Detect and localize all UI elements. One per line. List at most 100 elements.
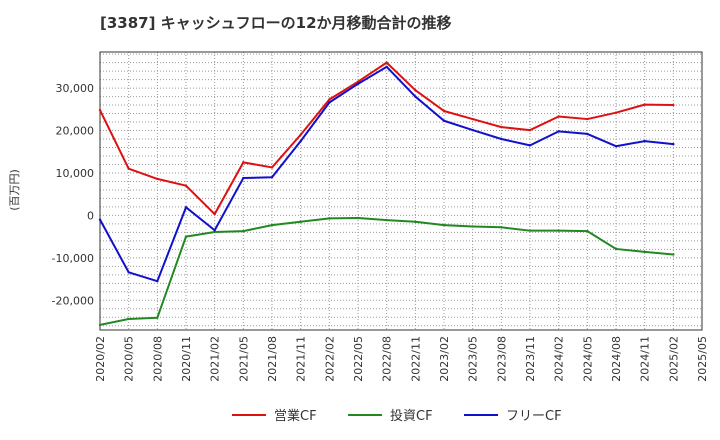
x-tick-label: 2021/08: [266, 336, 279, 382]
series-line: [99, 65, 674, 283]
data-point: [328, 98, 331, 101]
y-tick-label: 10,000: [56, 167, 95, 180]
y-tick-label: 20,000: [56, 125, 95, 138]
data-point: [442, 109, 446, 113]
data-point: [385, 218, 388, 222]
data-point: [213, 212, 216, 216]
x-tick-label: 2020/11: [180, 336, 193, 382]
data-point: [586, 132, 589, 136]
data-point: [500, 125, 503, 129]
grid-lines: [99, 52, 703, 330]
x-tick-label: 2023/05: [467, 336, 480, 382]
x-tick-label: 2024/02: [553, 336, 566, 382]
x-tick-label: 2021/11: [295, 336, 308, 382]
data-point: [586, 229, 589, 233]
data-point: [614, 111, 618, 114]
data-point: [414, 88, 417, 92]
data-point: [356, 80, 360, 83]
data-point: [184, 184, 188, 187]
data-point: [328, 217, 331, 220]
data-point: [528, 144, 532, 147]
x-tick-label: 2024/11: [639, 336, 652, 382]
data-point: [614, 145, 618, 148]
data-point: [672, 142, 675, 146]
data-point: [299, 220, 302, 223]
x-tick-label: 2023/11: [524, 336, 537, 382]
data-point: [414, 95, 417, 98]
data-point: [127, 167, 130, 170]
data-point: [643, 250, 646, 254]
data-point: [299, 139, 302, 143]
data-point: [528, 229, 532, 232]
data-point: [98, 108, 102, 112]
x-tick-label: 2020/08: [151, 336, 164, 382]
data-point: [500, 137, 503, 141]
data-point: [270, 223, 274, 227]
data-point: [356, 82, 360, 86]
data-point: [586, 117, 589, 121]
data-point: [213, 229, 216, 232]
y-axis-label: (百万円): [8, 169, 21, 211]
x-tick-label: 2022/05: [352, 336, 365, 382]
data-point: [442, 119, 446, 122]
data-point: [414, 220, 417, 223]
series-lines: [98, 61, 675, 327]
y-axis-ticks: -20,000 -10,000 0 10,000 20,000 30,000: [52, 82, 94, 307]
y-tick-label: -10,000: [52, 252, 94, 265]
data-point: [672, 253, 675, 256]
data-point: [184, 206, 188, 209]
plot-frame: [99, 51, 703, 331]
data-point: [213, 230, 216, 234]
y-tick-label: -20,000: [52, 294, 94, 307]
y-tick-label: 30,000: [56, 82, 95, 95]
x-tick-label: 2025/02: [667, 336, 680, 382]
legend-label: 営業CF: [274, 408, 317, 424]
x-tick-label: 2023/08: [495, 336, 508, 382]
data-point: [471, 128, 474, 132]
plot-border: [99, 51, 703, 331]
x-axis-ticks: 2020/02 2020/05 2020/08 2020/11 2021/02 2021/…: [94, 336, 709, 382]
x-tick-label: 2021/02: [209, 336, 222, 382]
data-point: [156, 316, 159, 319]
data-point: [500, 226, 503, 229]
data-point: [385, 65, 388, 69]
data-point: [270, 166, 274, 169]
x-tick-label: 2025/05: [696, 336, 709, 382]
data-point: [242, 229, 245, 233]
data-point: [242, 161, 245, 164]
data-point: [442, 223, 446, 227]
data-point: [98, 218, 102, 221]
chart-title: [3387] キャッシュフローの12か月移動合計の推移: [100, 14, 452, 32]
data-point: [614, 247, 618, 251]
data-point: [643, 139, 646, 143]
data-point: [242, 176, 245, 180]
data-point: [184, 235, 188, 238]
legend: 営業CF 投資CF フリーCF: [232, 408, 562, 424]
data-point: [328, 101, 331, 104]
data-point: [557, 229, 560, 232]
data-point: [672, 103, 675, 107]
x-tick-label: 2020/05: [123, 336, 136, 382]
data-point: [385, 61, 388, 64]
data-point: [156, 177, 159, 181]
x-tick-label: 2022/02: [323, 336, 336, 382]
x-tick-label: 2022/08: [381, 336, 394, 382]
data-point: [356, 216, 360, 220]
data-point: [270, 176, 274, 179]
y-tick-label: 0: [87, 209, 94, 222]
x-tick-label: 2022/11: [409, 336, 422, 382]
x-tick-label: 2024/05: [581, 336, 594, 382]
x-tick-label: 2020/02: [94, 336, 107, 382]
x-tick-label: 2021/05: [237, 336, 250, 382]
data-point: [643, 103, 646, 106]
data-point: [557, 130, 560, 133]
data-point: [471, 117, 474, 121]
x-tick-label: 2024/08: [610, 336, 623, 382]
data-point: [528, 128, 532, 132]
data-point: [127, 271, 130, 274]
data-point: [299, 133, 302, 136]
data-point: [127, 317, 130, 321]
x-tick-label: 2023/02: [438, 336, 451, 382]
data-point: [471, 225, 474, 228]
